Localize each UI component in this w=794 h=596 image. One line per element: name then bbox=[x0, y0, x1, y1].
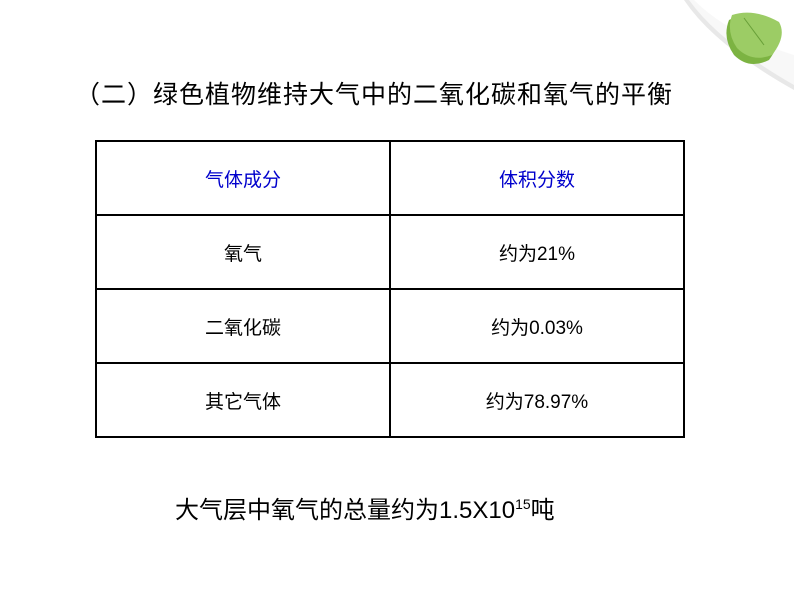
footer-exponent: 15 bbox=[515, 496, 531, 512]
table-row: 其它气体 约为78.97% bbox=[96, 363, 684, 437]
cell-gas-name: 其它气体 bbox=[96, 363, 390, 437]
footer-suffix: 吨 bbox=[531, 497, 555, 524]
page-curl-decoration bbox=[654, 0, 794, 140]
section-heading: （二）绿色植物维持大气中的二氧化碳和氧气的平衡 bbox=[75, 75, 673, 111]
cell-gas-name: 氧气 bbox=[96, 215, 390, 289]
cell-gas-value: 约为21% bbox=[390, 215, 684, 289]
table-row: 二氧化碳 约为0.03% bbox=[96, 289, 684, 363]
gas-composition-table: 气体成分 体积分数 氧气 约为21% 二氧化碳 约为0.03% 其它气体 约为7… bbox=[95, 140, 685, 438]
cell-gas-value: 约为0.03% bbox=[390, 289, 684, 363]
footer-statement: 大气层中氧气的总量约为1.5X1015吨 bbox=[175, 490, 555, 525]
cell-gas-name: 二氧化碳 bbox=[96, 289, 390, 363]
cell-gas-value: 约为78.97% bbox=[390, 363, 684, 437]
footer-prefix: 大气层中氧气的总量约为1.5X10 bbox=[175, 497, 515, 524]
header-gas-component: 气体成分 bbox=[96, 141, 390, 215]
table-row: 氧气 约为21% bbox=[96, 215, 684, 289]
header-volume-fraction: 体积分数 bbox=[390, 141, 684, 215]
table-header-row: 气体成分 体积分数 bbox=[96, 141, 684, 215]
